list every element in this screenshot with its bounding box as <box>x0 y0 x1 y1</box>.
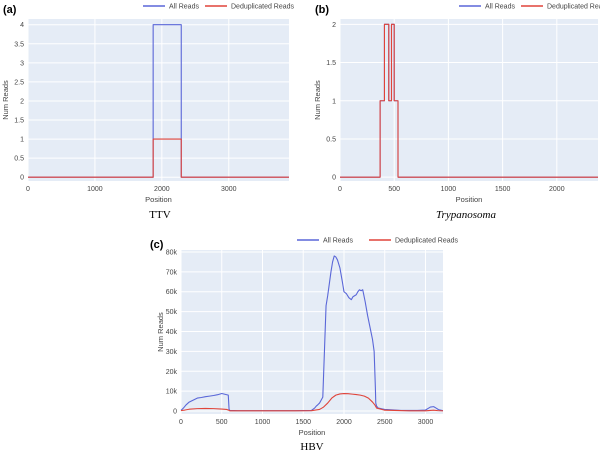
y-tick-label: 0.5 <box>14 156 24 163</box>
y-tick-label: 60k <box>166 289 178 296</box>
y-tick-label: 80k <box>166 249 178 256</box>
panel-label: (a) <box>3 4 17 16</box>
y-tick-label: 0 <box>20 175 24 182</box>
y-axis-label: Num Reads <box>156 312 165 352</box>
panel-caption: Trypanosoma <box>436 209 496 221</box>
x-tick-label: 1000 <box>441 186 457 193</box>
x-tick-label: 0 <box>179 419 183 426</box>
panel-caption: HBV <box>300 441 323 453</box>
x-axis-label: Position <box>456 195 483 204</box>
y-tick-label: 3.5 <box>14 41 24 48</box>
x-tick-label: 2500 <box>377 419 393 426</box>
x-tick-label: 1000 <box>255 419 271 426</box>
y-tick-label: 2 <box>20 98 24 105</box>
y-tick-label: 4 <box>20 22 24 29</box>
chart-panel-3: 0 500 1000 1500 2000 2500 3000 0 10k 20k 30k 40k 50k… <box>150 238 459 454</box>
y-tick-label: 0 <box>332 175 336 182</box>
x-tick-label: 500 <box>388 186 400 193</box>
legend-label-all-reads: All Reads <box>169 4 199 11</box>
panel-caption: TTV <box>149 209 170 221</box>
plot-area <box>28 19 289 181</box>
legend: All Reads Deduplicated Reads <box>297 238 459 245</box>
x-axis-label: Position <box>145 195 172 204</box>
y-tick-label: 30k <box>166 349 178 356</box>
plot-area <box>340 19 598 181</box>
y-tick-label: 70k <box>166 269 178 276</box>
chart-panel-1: 0 1000 2000 3000 0 0.5 1 1.5 2 2.5 3 3.5 4 Position Nu… <box>1 4 295 222</box>
x-tick-label: 1500 <box>295 419 311 426</box>
y-tick-label: 10k <box>166 389 178 396</box>
y-tick-label: 2 <box>332 22 336 29</box>
y-tick-label: 3 <box>20 60 24 67</box>
legend-label-deduplicated-reads: Deduplicated Reads <box>547 4 600 11</box>
x-tick-label: 0 <box>26 186 30 193</box>
chart-panel-2: 0 500 1000 1500 2000 0 0.5 1 1.5 2 Position Num Rea… <box>313 4 600 222</box>
legend-label-all-reads: All Reads <box>323 238 353 245</box>
x-tick-label: 1500 <box>495 186 511 193</box>
x-tick-label: 1000 <box>87 186 103 193</box>
x-tick-label: 2000 <box>336 419 352 426</box>
panel-label: (c) <box>150 239 164 251</box>
y-tick-label: 1.5 <box>326 60 336 67</box>
series-line-deduplicated-reads <box>340 23 598 178</box>
legend: All Reads Deduplicated Reads <box>459 4 600 11</box>
x-tick-label: 500 <box>216 419 228 426</box>
legend-label-all-reads: All Reads <box>485 4 515 11</box>
series-line-deduplicated-reads <box>28 138 289 178</box>
x-tick-label: 3000 <box>221 186 237 193</box>
x-tick-label: 2000 <box>154 186 170 193</box>
y-tick-label: 0 <box>173 409 177 416</box>
y-tick-label: 2.5 <box>14 79 24 86</box>
y-axis-label: Num Reads <box>313 80 322 120</box>
y-tick-label: 1 <box>20 137 24 144</box>
y-tick-label: 20k <box>166 369 178 376</box>
x-tick-label: 3000 <box>418 419 434 426</box>
y-tick-label: 0.5 <box>326 136 336 143</box>
x-tick-label: 2000 <box>549 186 565 193</box>
legend-label-deduplicated-reads: Deduplicated Reads <box>231 4 295 11</box>
x-axis-label: Position <box>299 428 326 437</box>
y-tick-label: 50k <box>166 309 178 316</box>
y-tick-label: 1 <box>332 98 336 105</box>
series-line-deduplicated-reads <box>180 392 444 412</box>
y-axis-label: Num Reads <box>1 80 10 120</box>
legend: All Reads Deduplicated Reads <box>143 4 295 11</box>
legend-label-deduplicated-reads: Deduplicated Reads <box>395 238 459 245</box>
x-tick-label: 0 <box>338 186 342 193</box>
panel-label: (b) <box>315 4 329 16</box>
y-tick-label: 1.5 <box>14 118 24 125</box>
series-line-all-reads <box>180 255 444 412</box>
y-tick-label: 40k <box>166 329 178 336</box>
